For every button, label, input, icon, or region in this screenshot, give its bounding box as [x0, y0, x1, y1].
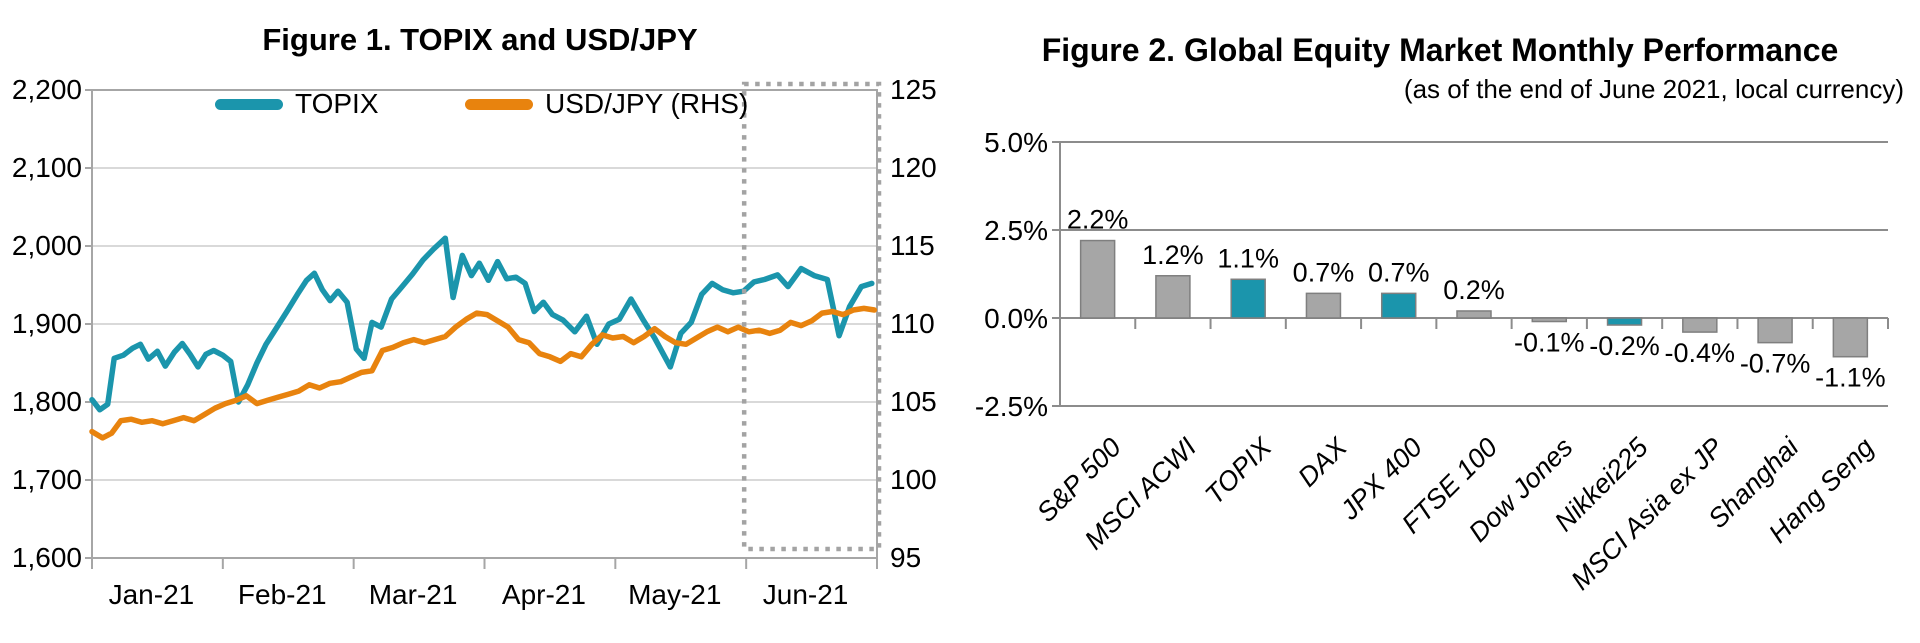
- figure2-title: Figure 2. Global Equity Market Monthly P…: [1041, 32, 1839, 68]
- bar: [1606, 317, 1643, 326]
- y-axis-label: 2.5%: [984, 215, 1048, 246]
- bar-value-label: 0.2%: [1443, 275, 1505, 305]
- left-axis-label: 1,800: [12, 386, 82, 417]
- x-axis-label: Apr-21: [502, 579, 586, 610]
- usdjpy-legend-label: USD/JPY (RHS): [545, 88, 749, 119]
- bar-value-label: -0.4%: [1665, 338, 1736, 368]
- june-highlight-box: [741, 81, 882, 552]
- x-axis-label: Feb-21: [238, 579, 327, 610]
- bar: [1230, 278, 1266, 319]
- topix-legend-swatch-icon: [215, 98, 283, 110]
- left-axis-label: 2,000: [12, 230, 82, 261]
- usdjpy-line: [89, 305, 878, 441]
- figure1-title: Figure 1. TOPIX and USD/JPY: [262, 22, 698, 57]
- right-axis-label: 115: [890, 230, 935, 261]
- left-axis-label: 1,600: [12, 542, 82, 573]
- bar-value-label: -0.1%: [1514, 328, 1585, 358]
- topix-line: [89, 235, 875, 413]
- left-axis-label: 1,900: [12, 308, 82, 339]
- bar: [1155, 275, 1191, 319]
- bar: [1832, 317, 1869, 358]
- category-label: DAX: [1292, 431, 1353, 492]
- legend-item-topix: TOPIX: [215, 88, 379, 120]
- right-axis-label: 105: [890, 386, 937, 417]
- bar-value-label: 2.2%: [1067, 205, 1129, 235]
- x-axis-label: Mar-21: [369, 579, 458, 610]
- bar-value-label: 1.1%: [1217, 243, 1279, 273]
- right-axis-label: 95: [890, 542, 921, 573]
- right-axis-label: 125: [890, 74, 937, 105]
- left-axis-label: 2,200: [12, 74, 82, 105]
- y-axis-label: 0.0%: [984, 303, 1048, 334]
- figure1-chart-svg: 2,200 125 2,100 120 2,000 115 1,900 110 1,800 105…: [12, 74, 937, 610]
- left-axis-label: 2,100: [12, 152, 82, 183]
- figure2-subtitle: (as of the end of June 2021, local curre…: [1403, 74, 1904, 104]
- bar: [1456, 310, 1492, 319]
- bar-value-label: -1.1%: [1815, 363, 1886, 393]
- x-axis-label: Jun-21: [763, 579, 849, 610]
- bar-value-label: -0.2%: [1589, 331, 1660, 361]
- x-axis-label: May-21: [628, 579, 721, 610]
- category-label: TOPIX: [1199, 431, 1278, 510]
- right-axis-label: 120: [890, 152, 937, 183]
- bar-value-label: 1.2%: [1142, 240, 1204, 270]
- bar: [1380, 292, 1417, 319]
- right-axis-label: 100: [890, 464, 937, 495]
- left-axis-label: 1,700: [12, 464, 82, 495]
- x-axis-label: Jan-21: [109, 579, 195, 610]
- right-axis-label: 110: [890, 308, 935, 339]
- bar-value-label: 0.7%: [1368, 257, 1430, 287]
- bar-value-label: 0.7%: [1293, 257, 1355, 287]
- bar: [1531, 317, 1568, 323]
- y-axis-label: 5.0%: [984, 127, 1048, 158]
- usdjpy-legend-swatch-icon: [465, 98, 533, 110]
- bar: [1079, 239, 1116, 319]
- bar: [1682, 317, 1718, 333]
- bar: [1757, 317, 1793, 344]
- y-axis-label: -2.5%: [975, 391, 1048, 422]
- topix-legend-label: TOPIX: [295, 88, 379, 119]
- legend-item-usdjpy: USD/JPY (RHS): [465, 88, 748, 120]
- bar-value-label: -0.7%: [1740, 349, 1811, 379]
- bar: [1305, 292, 1342, 319]
